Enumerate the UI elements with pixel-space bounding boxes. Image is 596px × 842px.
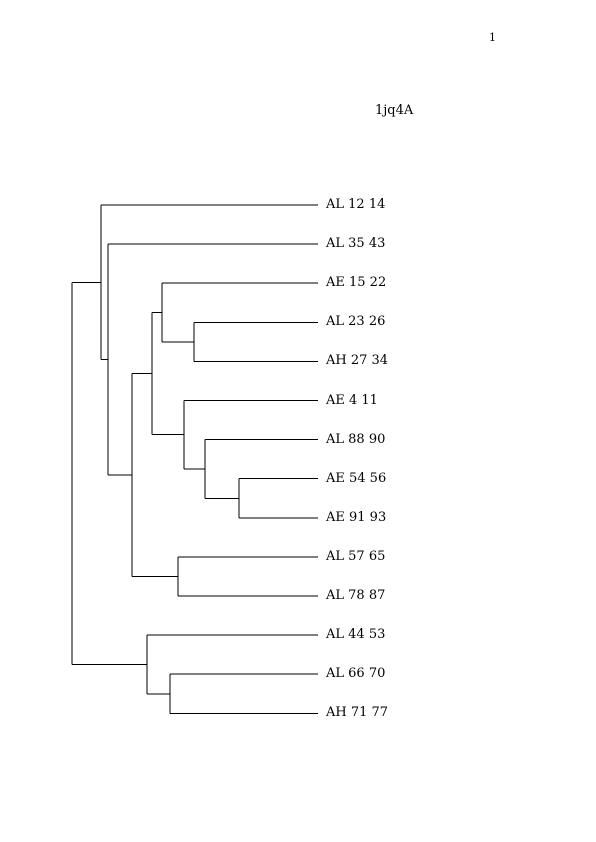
dendrogram-title: 1jq4A	[375, 103, 414, 118]
leaf-label: AE 4 11	[326, 392, 378, 408]
leaf-label: AE 54 56	[326, 470, 387, 486]
leaf-label: AH 27 34	[326, 353, 389, 369]
leaf-label: AL 23 26	[326, 314, 386, 330]
leaf-label: AH 71 77	[326, 705, 389, 721]
leaf-label: AL 78 87	[326, 588, 386, 603]
leaf-label: AL 44 53	[326, 627, 386, 643]
leaf-label: AE 91 93	[326, 509, 387, 525]
page-number: 1	[489, 31, 496, 44]
leaf-label: AL 35 43	[326, 236, 386, 252]
leaf-label: AE 15 22	[326, 275, 387, 291]
leaf-label: AL 12 14	[326, 197, 386, 212]
leaf-label: AL 66 70	[326, 666, 386, 682]
leaf-label: AL 88 90	[326, 431, 386, 447]
leaf-label: AL 57 65	[326, 548, 386, 564]
